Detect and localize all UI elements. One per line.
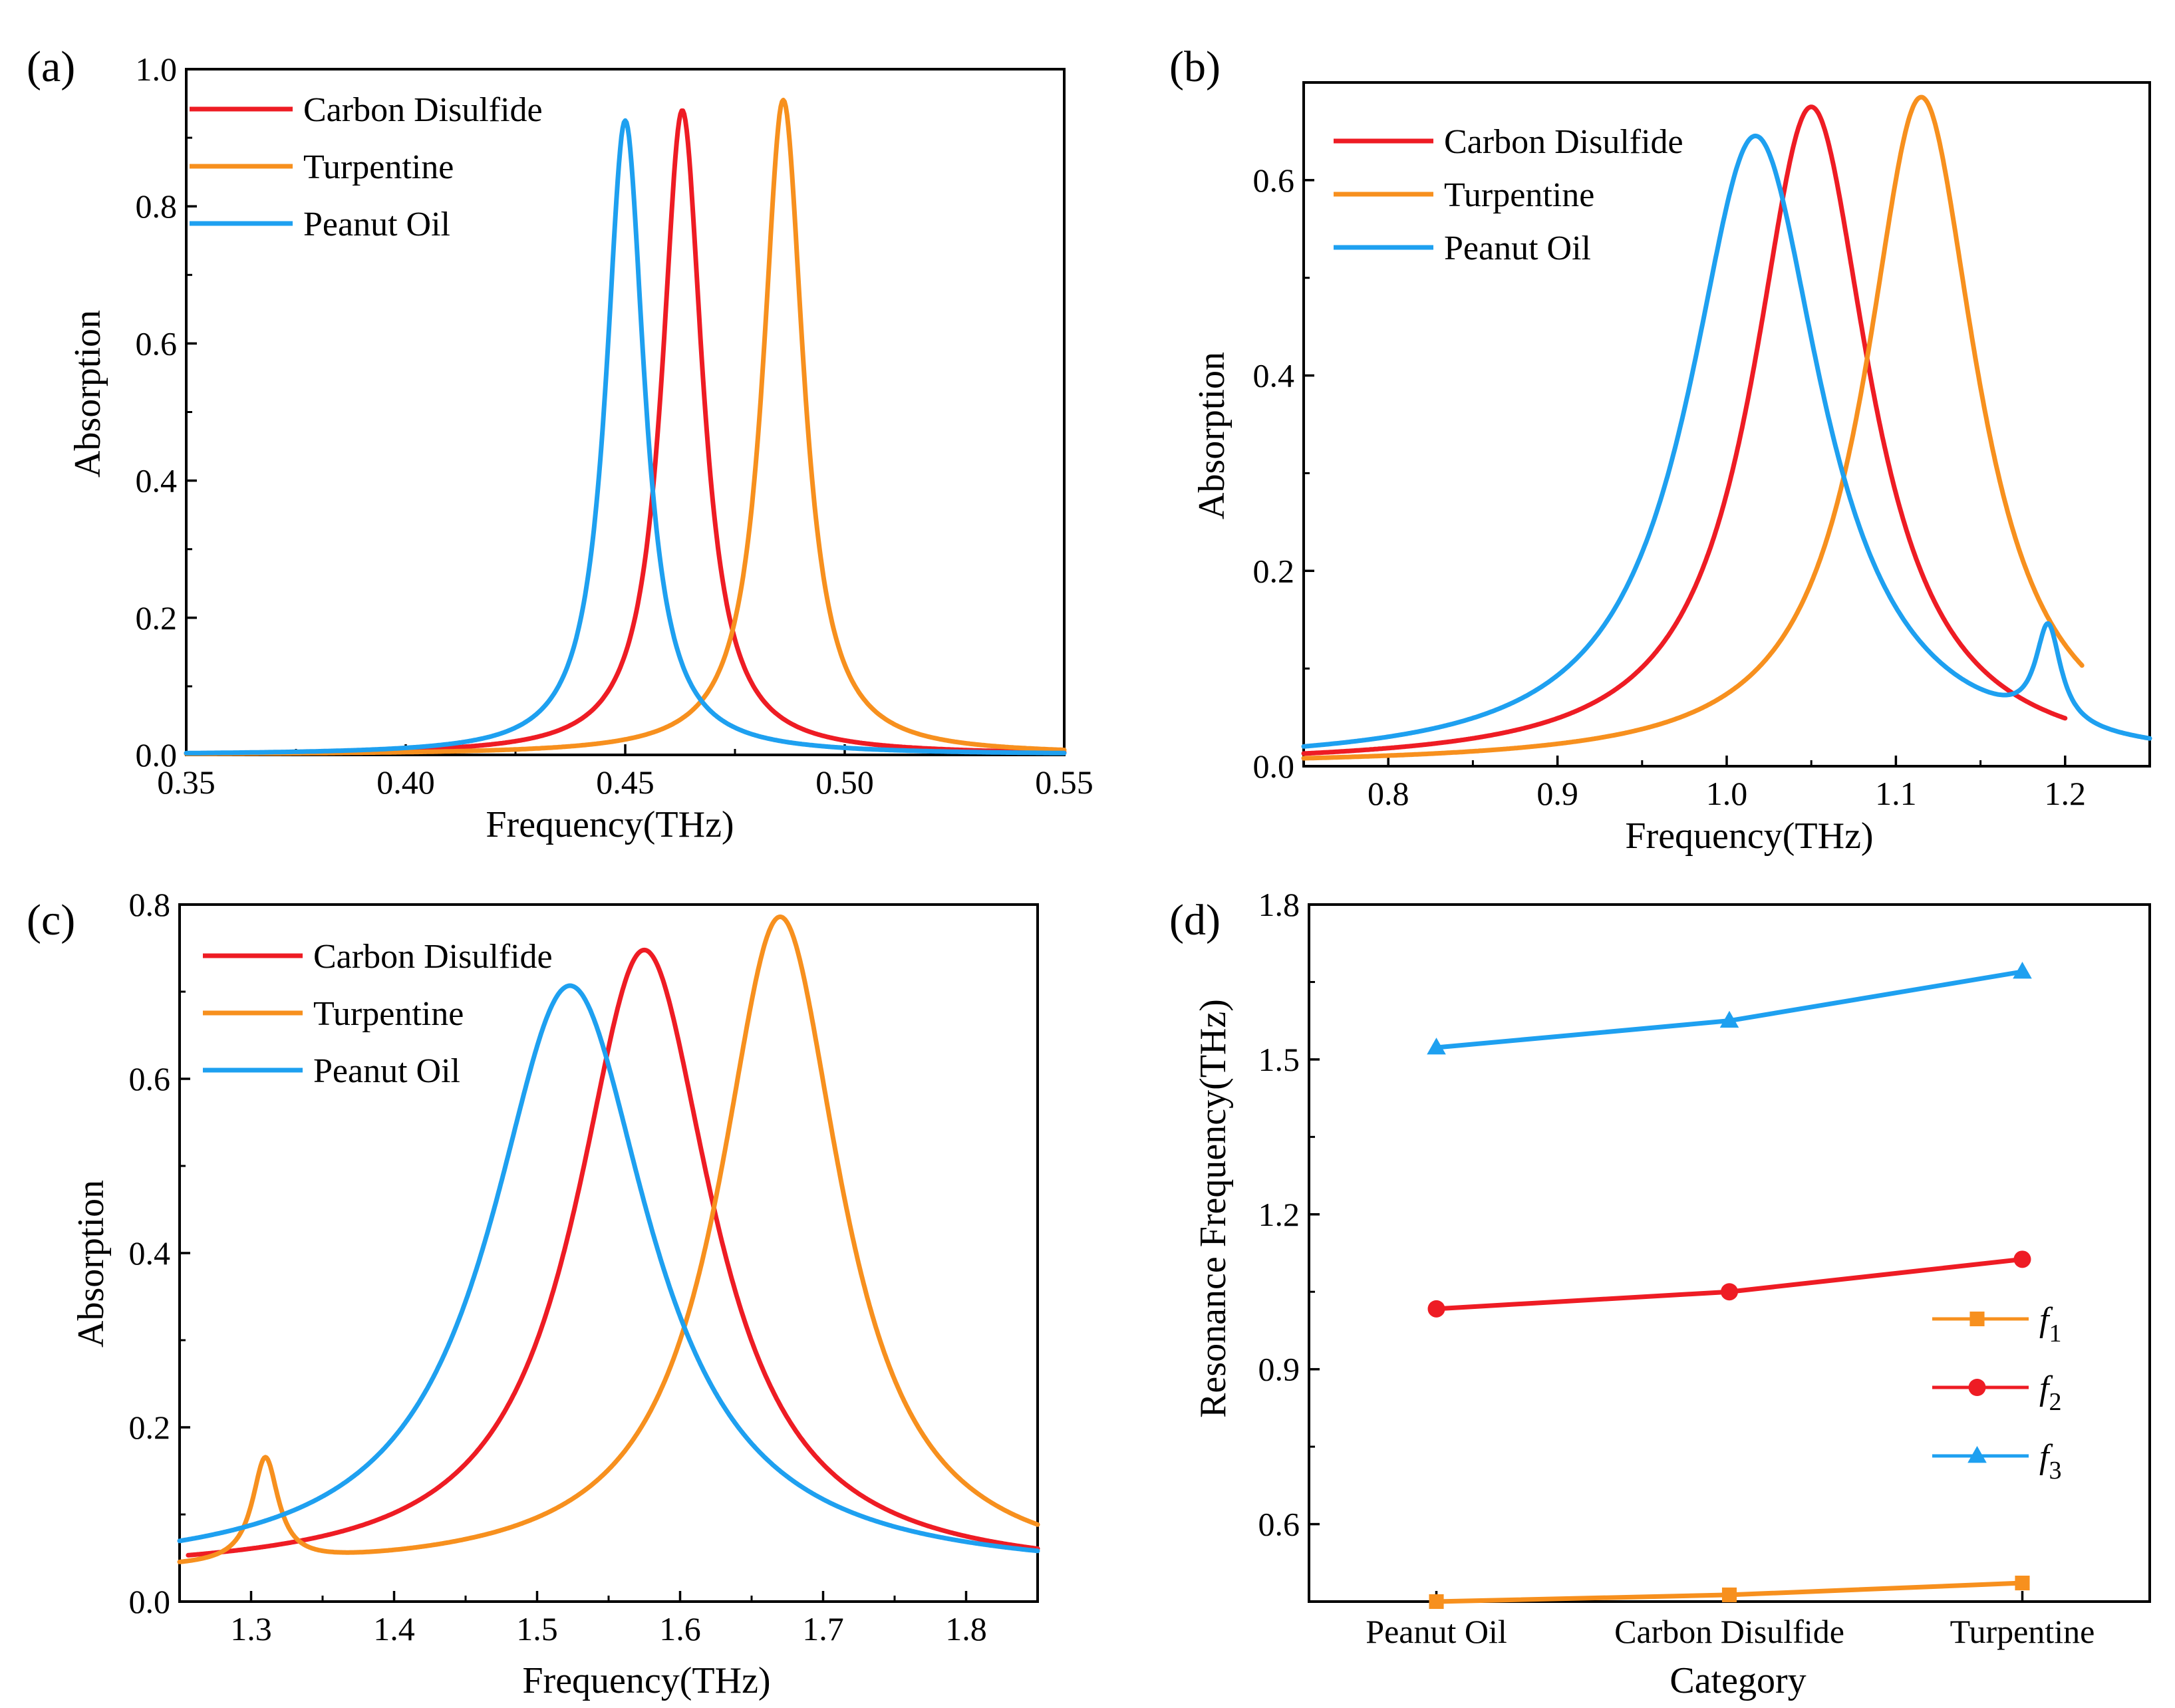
- panel-b-label: (b): [1169, 43, 1221, 91]
- data-point-f3: [1427, 1038, 1446, 1055]
- x-tick-label: 0.8: [1368, 775, 1409, 812]
- y-tick-label: 0.6: [129, 1060, 171, 1097]
- x-tick-label: 0.45: [596, 764, 654, 801]
- legend-label-carbon-disulfide: Carbon Disulfide: [313, 938, 553, 976]
- panel-a-label: (a): [27, 43, 75, 91]
- x-tick-label: 0.40: [376, 764, 435, 801]
- x-tick-label: 0.50: [815, 764, 874, 801]
- y-tick-label: 0.6: [1253, 162, 1295, 199]
- panel-a-y-axis-title: Absorption: [67, 310, 108, 478]
- y-tick-label: 0.8: [129, 886, 171, 923]
- legend-label-peanut-oil: Peanut Oil: [313, 1052, 460, 1090]
- x-tick-label: 0.55: [1035, 764, 1093, 801]
- y-tick-label: 0.2: [1253, 552, 1295, 589]
- data-point-f2: [2013, 1250, 2031, 1268]
- x-tick-label: 1.2: [2045, 775, 2087, 812]
- y-tick-label: 1.0: [136, 51, 178, 88]
- data-point-f3: [1719, 1010, 1739, 1028]
- panel-c: (c) Frequency(THz) Absorption 0.0 0.2 0.4 0…: [27, 886, 1040, 1701]
- panel-b-x-axis-title: Frequency(THz): [1625, 815, 1873, 857]
- series-line-f3: [1434, 969, 2025, 1050]
- y-tick-label: 0.0: [136, 736, 178, 774]
- legend-label-f1: f1: [2039, 1301, 2061, 1348]
- series-line-peanut-oil: [177, 983, 1040, 1554]
- x-tick-label: 1.7: [802, 1610, 844, 1647]
- panel-d: (d) Category Resonance Frequency(THz) 0.…: [1169, 886, 2151, 1701]
- y-tick-label: 0.0: [129, 1583, 171, 1620]
- x-tick-label: 0.35: [157, 764, 216, 801]
- y-tick-label: 0.0: [1253, 748, 1295, 785]
- x-tick-label: 0.9: [1536, 775, 1578, 812]
- plot-frame: [178, 903, 1039, 1603]
- legend-label-carbon-disulfide: Carbon Disulfide: [303, 91, 543, 129]
- panel-d-label: (d): [1169, 896, 1221, 944]
- y-tick-label: 0.2: [136, 599, 178, 637]
- panel-d-y-axis-title: Resonance Frequency(THz): [1193, 999, 1234, 1418]
- series-line-turpentine: [177, 914, 1040, 1564]
- series-line-peanut-oil: [1301, 133, 2152, 749]
- panel-c-x-axis-title: Frequency(THz): [522, 1660, 770, 1701]
- data-point-f2: [1427, 1300, 1445, 1318]
- x-tick-label: Turpentine: [1950, 1613, 2095, 1650]
- panel-c-y-axis-title: Absorption: [71, 1180, 112, 1348]
- data-point-f3: [2013, 961, 2032, 979]
- y-tick-label: 0.6: [1258, 1506, 1300, 1543]
- series-line-peanut-oil: [184, 118, 1067, 756]
- y-tick-label: 0.8: [136, 188, 178, 225]
- x-tick-label: 1.0: [1706, 775, 1748, 812]
- y-tick-label: 0.2: [129, 1409, 171, 1446]
- panel-a: (a) Frequency(THz) Absorption 0.00.20.40…: [27, 43, 1093, 845]
- y-tick-label: 0.4: [1253, 357, 1295, 394]
- legend-marker-f3: [1967, 1446, 1987, 1463]
- legend-label-f2: f2: [2039, 1369, 2061, 1416]
- legend-label-f3: f3: [2039, 1438, 2061, 1485]
- y-tick-label: 1.8: [1258, 886, 1300, 923]
- series-line-turpentine: [1301, 94, 2085, 761]
- legend-label-turpentine: Turpentine: [313, 995, 464, 1033]
- data-point-f2: [1721, 1283, 1738, 1301]
- series-line-carbon-disulfide: [186, 947, 1040, 1558]
- panel-d-x-axis-title: Category: [1669, 1660, 1806, 1701]
- plot-frame: [1302, 81, 2151, 768]
- series-line-carbon-disulfide: [1301, 104, 2068, 756]
- legend-label-turpentine: Turpentine: [303, 148, 454, 186]
- legend-marker-f1: [1969, 1311, 1985, 1327]
- panel-c-label: (c): [27, 896, 75, 944]
- panel-b: (b) Frequency(THz) Absorption 0.0 0.2 0.4 0…: [1169, 43, 2152, 857]
- y-tick-label: 0.4: [129, 1234, 171, 1272]
- y-tick-label: 0.9: [1258, 1351, 1300, 1388]
- panel-a-x-axis-title: Frequency(THz): [486, 804, 734, 845]
- legend-label-turpentine: Turpentine: [1444, 176, 1594, 214]
- x-tick-label: 1.6: [659, 1610, 701, 1647]
- x-tick-label: 1.5: [516, 1610, 558, 1647]
- y-tick-label: 1.2: [1258, 1196, 1300, 1233]
- x-tick-label: Peanut Oil: [1366, 1613, 1507, 1650]
- x-tick-label: 1.1: [1875, 775, 1917, 812]
- y-tick-label: 1.5: [1258, 1041, 1300, 1078]
- y-tick-label: 0.6: [136, 325, 178, 362]
- x-tick-label: 1.3: [230, 1610, 272, 1647]
- data-point-f1: [1429, 1594, 1444, 1610]
- x-tick-label: 1.8: [945, 1610, 987, 1647]
- x-tick-label: Carbon Disulfide: [1614, 1613, 1844, 1650]
- data-point-f1: [1721, 1587, 1737, 1602]
- legend-marker-f2: [1968, 1379, 1986, 1396]
- legend-label-peanut-oil: Peanut Oil: [1444, 229, 1591, 267]
- data-point-f1: [2015, 1576, 2030, 1591]
- legend-label-peanut-oil: Peanut Oil: [303, 206, 450, 243]
- y-tick-label: 0.4: [136, 462, 178, 499]
- legend-label-carbon-disulfide: Carbon Disulfide: [1444, 123, 1683, 161]
- x-tick-label: 1.4: [373, 1610, 415, 1647]
- panel-b-y-axis-title: Absorption: [1191, 352, 1232, 519]
